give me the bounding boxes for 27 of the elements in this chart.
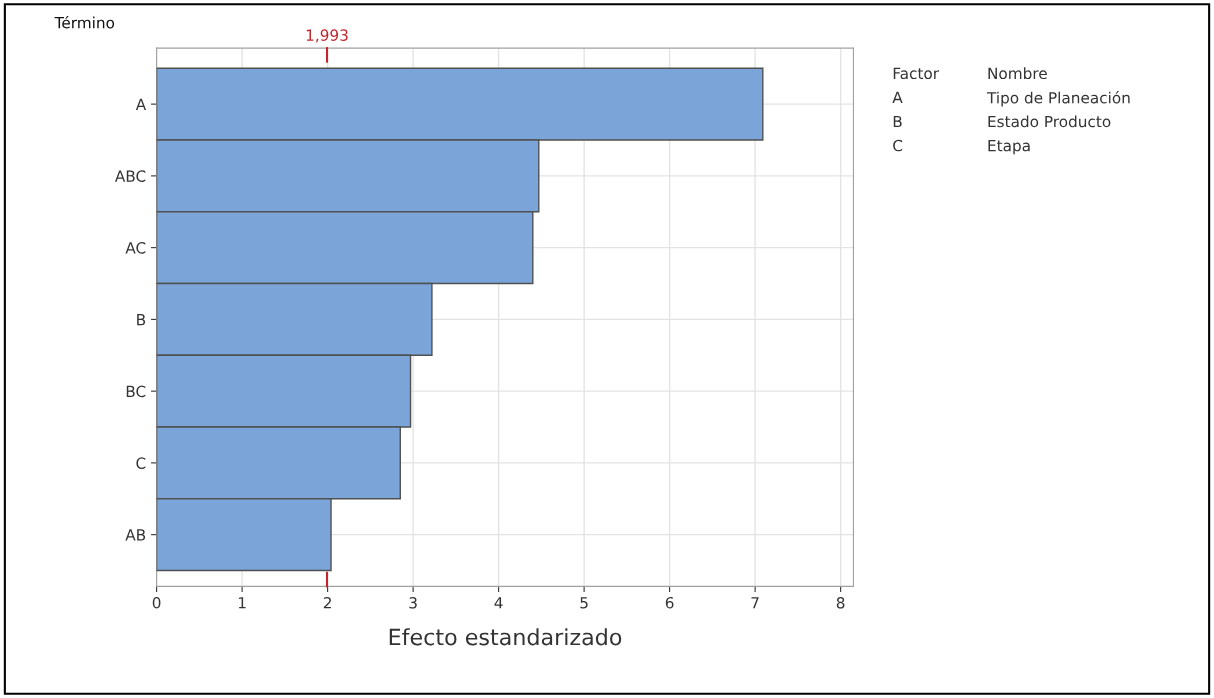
y-tick-label: C <box>136 457 146 469</box>
x-tick-label: 3 <box>409 597 417 609</box>
x-tick-label: 8 <box>836 597 845 609</box>
x-axis-title: Efecto estandarizado <box>389 628 622 646</box>
text: Tipo de Planeación <box>986 91 1130 107</box>
text: A <box>892 91 903 103</box>
y-tick-label: B <box>137 314 146 326</box>
x-tick-label: 4 <box>494 597 503 609</box>
x-tick-label: 2 <box>323 597 331 609</box>
y-tick-label: A <box>135 98 147 110</box>
text: Nombre <box>988 67 1047 80</box>
y-tick-label: ABC <box>114 170 146 182</box>
x-tick-label: 0 <box>152 597 161 609</box>
y-axis-title: Término <box>54 16 115 29</box>
text: B <box>893 115 902 128</box>
y-tick-label: AC <box>125 242 146 254</box>
ref-line-label: 1,993 <box>306 29 348 43</box>
text: C <box>893 139 903 152</box>
y-tick-label: BC <box>126 385 146 398</box>
x-tick-label: 6 <box>665 597 674 609</box>
text: Factor <box>893 67 940 80</box>
y-tick-label: AB <box>125 529 146 541</box>
x-tick-label: 1 <box>238 597 246 609</box>
x-tick-label: 5 <box>580 597 588 609</box>
x-tick-label: 7 <box>751 597 759 609</box>
text: Etapa <box>988 140 1030 155</box>
text: Estado Producto <box>988 115 1111 128</box>
